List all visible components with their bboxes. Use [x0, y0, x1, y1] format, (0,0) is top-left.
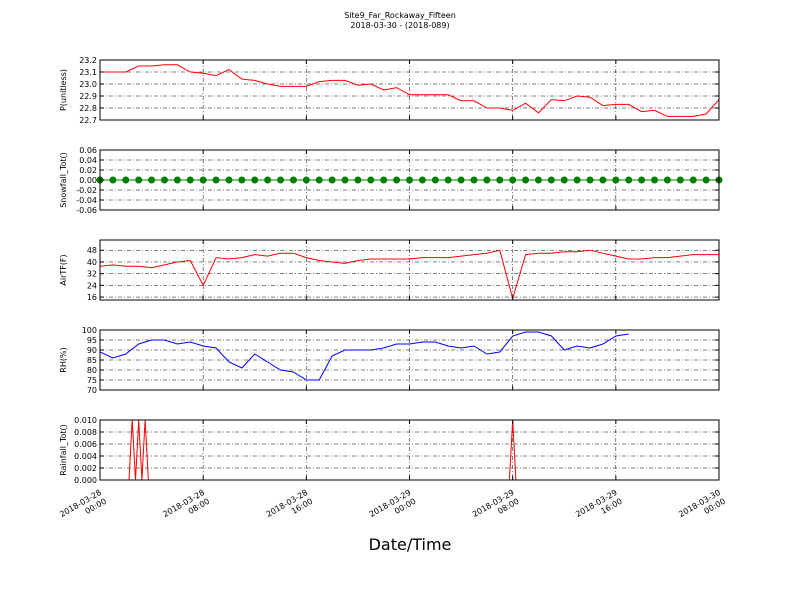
series-line [100, 64, 719, 117]
series-marker [289, 176, 297, 184]
series-marker [109, 176, 117, 184]
series-marker [302, 176, 310, 184]
series-marker [651, 176, 659, 184]
series-marker [599, 176, 607, 184]
y-tick-label: 0.02 [79, 166, 97, 175]
series-marker [148, 176, 156, 184]
y-tick-label: 0.010 [74, 416, 97, 425]
y-tick-label: 23.2 [79, 56, 97, 65]
series-marker [251, 176, 259, 184]
y-tick-label: 70 [87, 386, 97, 395]
series-marker [406, 176, 413, 184]
series-marker [470, 176, 478, 184]
series-line [100, 420, 719, 480]
y-tick-label: 32 [87, 270, 97, 279]
y-tick-label: 0.06 [79, 146, 97, 155]
y-tick-label: -0.04 [76, 196, 97, 205]
y-tick-label: 16 [87, 293, 97, 302]
series-marker [212, 176, 220, 184]
y-tick-label: 0.006 [74, 440, 97, 449]
y-axis-label: AirTF(F) [59, 254, 68, 285]
y-tick-label: 24 [87, 281, 97, 290]
y-tick-label: 75 [87, 376, 97, 385]
series-marker [547, 176, 555, 184]
series-marker [573, 176, 581, 184]
series-marker [702, 176, 710, 184]
series-marker [689, 176, 697, 184]
y-tick-label: 90 [87, 346, 97, 355]
series-line [100, 249, 719, 300]
series-marker [509, 176, 517, 184]
y-axis-label: RH(%) [59, 347, 68, 372]
series-marker [380, 176, 388, 184]
y-tick-label: 0.002 [74, 464, 97, 473]
series-line [100, 331, 629, 381]
y-tick-label: 22.9 [79, 92, 97, 101]
y-tick-label: -0.02 [76, 186, 97, 195]
series-marker [418, 176, 426, 184]
series-marker [186, 176, 194, 184]
y-tick-label: 22.7 [79, 116, 97, 125]
series-marker [264, 176, 272, 184]
y-axis-label: Rainfall_Tot() [59, 424, 68, 476]
series-marker [612, 176, 620, 184]
x-axis-label: Date/Time [369, 535, 452, 554]
series-marker [173, 176, 181, 184]
series-marker [676, 176, 684, 184]
y-tick-label: 48 [87, 246, 97, 255]
y-tick-label: 0.04 [79, 156, 97, 165]
series-marker [522, 176, 530, 184]
y-tick-label: 23.0 [79, 80, 97, 89]
series-marker [638, 176, 646, 184]
series-marker [238, 176, 246, 184]
series-marker [160, 176, 168, 184]
series-marker [560, 176, 568, 184]
series-marker [534, 176, 542, 184]
series-marker [354, 176, 362, 184]
series-marker [457, 176, 465, 184]
y-tick-label: 40 [87, 258, 97, 267]
series-marker [135, 176, 143, 184]
y-tick-label: 85 [87, 356, 97, 365]
series-marker [444, 176, 452, 184]
series-marker [431, 176, 439, 184]
series-marker [496, 176, 504, 184]
chart-subtitle: 2018-03-30 - (2018-089) [350, 21, 449, 30]
y-tick-label: 0.00 [79, 176, 97, 185]
y-tick-label: 80 [87, 366, 97, 375]
series-marker [483, 176, 491, 184]
y-tick-label: -0.06 [76, 206, 97, 215]
series-marker [586, 176, 594, 184]
y-tick-label: 0.000 [74, 476, 97, 485]
series-marker [367, 176, 375, 184]
y-tick-label: 22.8 [79, 104, 97, 113]
series-marker [341, 176, 349, 184]
y-tick-label: 95 [87, 336, 97, 345]
y-tick-label: 0.004 [74, 452, 97, 461]
series-marker [122, 176, 130, 184]
y-axis-label: Snowfall_Tot() [59, 152, 68, 208]
chart-title: Site9_Far_Rockaway_Fifteen [344, 11, 456, 20]
y-tick-label: 23.1 [79, 68, 97, 77]
series-marker [225, 176, 233, 184]
series-marker [199, 176, 207, 184]
y-tick-label: 0.008 [74, 428, 97, 437]
series-marker [625, 176, 633, 184]
series-marker [315, 176, 323, 184]
series-marker [393, 176, 401, 184]
series-marker [328, 176, 336, 184]
series-marker [663, 176, 671, 184]
y-axis-label: P(unitless) [59, 69, 68, 111]
series-marker [277, 176, 285, 184]
y-tick-label: 100 [82, 326, 97, 335]
